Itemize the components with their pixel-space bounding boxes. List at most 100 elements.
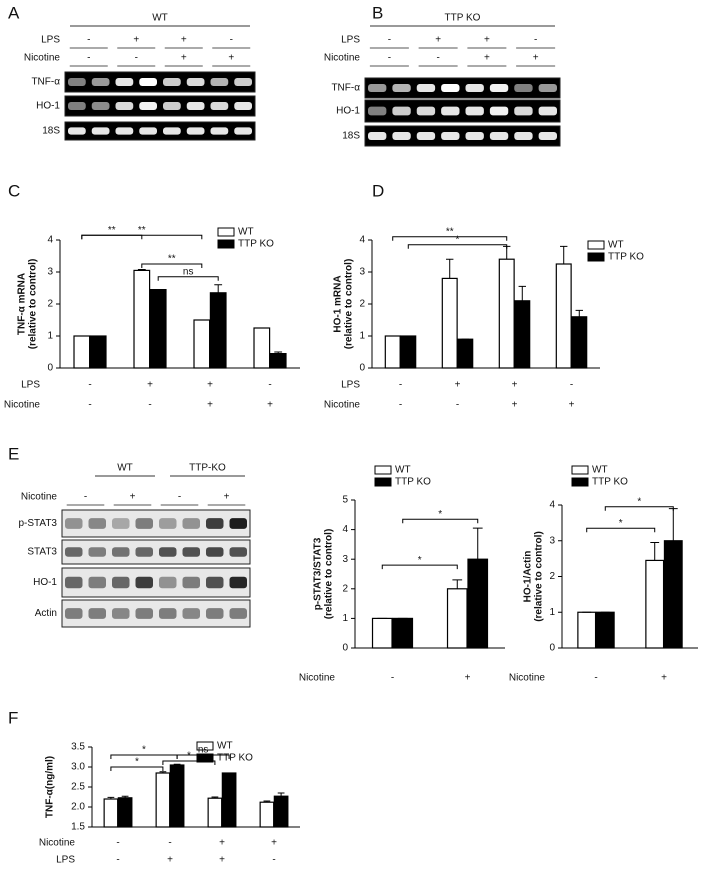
band: [441, 106, 460, 116]
band: [139, 102, 157, 110]
significance-label: *: [456, 234, 460, 245]
error-bar: [575, 309, 583, 317]
band: [416, 84, 436, 92]
condition-sign: +: [569, 400, 575, 411]
band: [91, 78, 110, 86]
error-bar: [107, 796, 115, 799]
legend-label: WT: [395, 465, 411, 476]
error-bar: [472, 527, 483, 560]
blot-strip: [64, 95, 256, 117]
y-axis-label: (relative to control): [534, 531, 545, 622]
y-tick-label: 1.5: [71, 822, 85, 833]
significance-label: *: [418, 555, 422, 566]
y-tick-label: 2: [342, 583, 348, 594]
band: [234, 78, 252, 86]
y-tick-label: 2.5: [71, 782, 85, 793]
band: [210, 102, 229, 110]
band: [65, 608, 83, 619]
bar: [103, 798, 119, 828]
condition-sign: -: [436, 53, 439, 64]
y-tick-label: 4: [342, 524, 348, 535]
band: [112, 518, 130, 529]
condition-label: LPS: [56, 855, 75, 866]
y-tick-label: 1: [549, 607, 555, 618]
condition-sign: +: [465, 673, 471, 684]
condition-label: Nicotine: [509, 673, 546, 684]
condition-sign: -: [534, 35, 537, 46]
bar: [457, 338, 474, 369]
bar: [209, 292, 227, 369]
error-bar: [650, 542, 660, 561]
legend-swatch: [217, 239, 235, 249]
condition-sign: -: [135, 53, 138, 64]
bar: [133, 269, 151, 369]
legend-label: TTP KO: [592, 477, 628, 488]
band: [368, 106, 387, 116]
band: [115, 78, 134, 86]
panel-letter: C: [8, 181, 20, 200]
blot-header: WT: [117, 463, 133, 474]
band-label: 18S: [42, 126, 60, 137]
band: [65, 576, 83, 589]
condition-sign: +: [484, 53, 490, 64]
y-tick-label: 1: [47, 331, 53, 342]
band: [186, 78, 205, 86]
y-tick-label: 4: [549, 500, 555, 511]
condition-sign: -: [116, 855, 119, 866]
legend-swatch: [374, 465, 392, 475]
bar: [577, 611, 597, 649]
band: [206, 518, 224, 529]
y-tick-label: 2: [549, 571, 555, 582]
condition-sign: +: [512, 380, 518, 391]
significance-label: *: [438, 509, 442, 520]
blot-header: WT: [152, 13, 168, 24]
significance-label: *: [619, 518, 623, 529]
y-tick-label: 4: [47, 235, 53, 246]
condition-label: Nicotine: [39, 838, 76, 849]
error-bar: [121, 795, 129, 798]
significance-bracket: [162, 760, 216, 765]
significance-label: **: [108, 225, 116, 236]
band-label: TNF-α: [31, 77, 60, 88]
significance-bracket: [586, 527, 656, 533]
significance-label: *: [637, 496, 641, 507]
bar: [441, 277, 458, 369]
band: [112, 547, 130, 557]
band: [163, 102, 181, 110]
band-label: 18S: [342, 131, 360, 142]
condition-sign: +: [207, 400, 213, 411]
significance-label: **: [446, 226, 454, 237]
band: [514, 84, 533, 92]
condition-sign: -: [594, 673, 597, 684]
condition-sign: +: [181, 53, 187, 64]
condition-sign: +: [219, 855, 225, 866]
significance-label: *: [142, 745, 146, 756]
legend-label: TTP KO: [238, 239, 274, 250]
condition-sign: +: [484, 35, 490, 46]
legend-swatch: [587, 240, 605, 250]
error-bar: [560, 245, 568, 264]
band: [112, 608, 130, 619]
y-axis-label: HO-1/Actin: [523, 551, 534, 603]
condition-sign: -: [178, 492, 181, 503]
condition-label: Nicotine: [324, 53, 361, 64]
y-tick-label: 3: [47, 267, 53, 278]
y-tick-label: 1: [359, 331, 365, 342]
significance-label: *: [135, 757, 139, 768]
band: [489, 84, 509, 92]
panel-letter: F: [8, 708, 18, 727]
condition-label: LPS: [41, 35, 60, 46]
significance-label: **: [138, 225, 146, 236]
band: [441, 132, 460, 140]
bar: [400, 335, 417, 369]
band: [139, 127, 157, 135]
y-tick-label: 2.0: [71, 802, 85, 813]
blot-header: TTP-KO: [189, 463, 226, 474]
band: [68, 127, 86, 135]
band: [392, 106, 411, 116]
y-axis-label: (relative to control): [324, 529, 335, 620]
bar: [259, 801, 275, 828]
blot-header: TTP KO: [445, 13, 481, 24]
band: [88, 547, 106, 557]
